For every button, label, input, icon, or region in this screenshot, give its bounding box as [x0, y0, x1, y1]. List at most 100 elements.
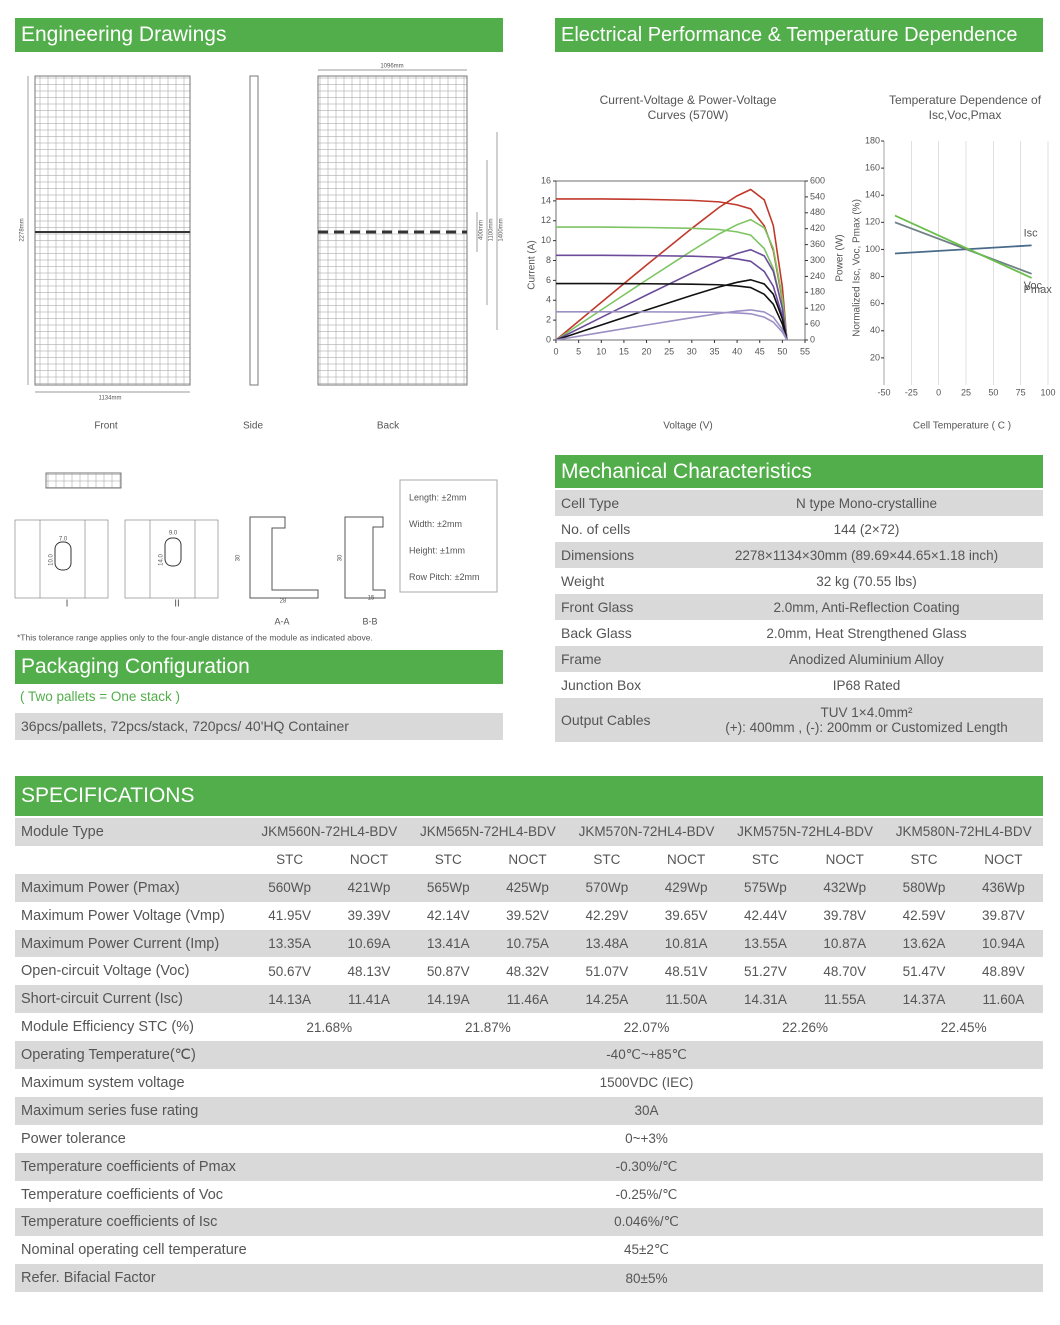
spec-value: 1500VDC (IEC) [599, 1075, 694, 1091]
spec-row: Power tolerance 0~+3% [15, 1125, 1043, 1153]
spec-label: Refer. Bifacial Factor [21, 1270, 156, 1287]
y2-tick-label: 180 [810, 287, 825, 297]
spec-value: 41.95V [268, 908, 312, 924]
spec-value: 21.87% [464, 1019, 511, 1035]
x-tick-label: 5 [576, 346, 581, 356]
spec-value: 11.50A [665, 991, 708, 1007]
mechanical-value: IP68 Rated [690, 672, 1043, 698]
y2-tick-label: 420 [810, 223, 825, 233]
y-tick-label: 180 [865, 135, 880, 145]
sub-header: NOCT [349, 852, 389, 868]
y-axis-title: Current (A) [527, 240, 538, 289]
spec-label: Maximum system voltage [21, 1074, 185, 1091]
dimension-label: 1096mm [380, 64, 403, 70]
spec-row: Short-circuit Current (Isc) 14.13A 11.41A 1… [15, 985, 1043, 1014]
view-label: Front [94, 421, 118, 432]
section-title: Packaging Configuration [15, 650, 503, 684]
spec-row: Module Type JKM560N-72HL4-BDV JKM565N-72HL… [15, 818, 1043, 846]
spec-label: Temperature coefficients of Voc [21, 1186, 224, 1203]
spec-value: 436Wp [981, 880, 1025, 896]
spec-row: Nominal operating cell temperature (NOCT… [15, 1236, 1043, 1264]
spec-value: 575Wp [744, 880, 787, 896]
x-tick-label: 50 [777, 346, 787, 356]
section-label: A-A [274, 616, 289, 626]
spec-value: 13.62A [902, 936, 946, 951]
sub-header: STC [593, 852, 621, 868]
power-curve [555, 188, 788, 341]
spec-row: Refer. Bifacial Factor 80±5% [15, 1264, 1043, 1293]
y2-tick-label: 60 [810, 318, 820, 328]
current-curve [556, 254, 788, 341]
spec-value: 50.67V [268, 963, 312, 979]
spec-value: 22.26% [782, 1019, 828, 1035]
spec-value: 14.13A [268, 991, 312, 1007]
model-name: JKM580N-72HL4-BDV [895, 824, 1032, 840]
mechanical-label: Dimensions [561, 547, 635, 563]
power-curve [555, 218, 788, 341]
dimension-label: 2278mm [20, 218, 26, 241]
mechanical-row: Junction Box IP68 Rated [555, 672, 1043, 698]
mechanical-row: Dimensions 2278×1134×30mm (89.69×44.65×1.… [555, 542, 1043, 568]
mechanical-label: Cell Type [561, 495, 620, 511]
y2-tick-label: 0 [810, 334, 815, 344]
x-tick-label: 100 [1040, 387, 1055, 397]
spec-row: Maximum system voltage 1500VDC (IEC) [15, 1069, 1043, 1097]
y-tick-label: 160 [865, 162, 880, 172]
power-curve [555, 309, 788, 341]
y2-axis-title: Power (W) [835, 234, 846, 281]
tolerance-box [399, 479, 498, 593]
mechanical-label: Back Glass [561, 625, 632, 641]
mechanical-value: 2278×1134×30mm (89.69×44.65×1.18 inch) [690, 542, 1043, 568]
spec-value: 432Wp [823, 880, 867, 896]
mechanical-row: No. of cells 144 (2×72) [555, 516, 1043, 542]
spec-value: 45±2℃ [623, 1242, 670, 1258]
section-title: Engineering Drawings [15, 18, 503, 52]
spec-value: 0~+3% [625, 1131, 668, 1147]
mechanical-row: Output Cables TUV 1×4.0mm² (+): 400mm , (-… [555, 698, 1043, 742]
spec-value: 11.55A [823, 991, 866, 1007]
detail-dim: 14.0 [159, 554, 165, 566]
temp-line [894, 244, 1032, 255]
profile-b [344, 516, 386, 599]
spec-value: 11.41A [348, 991, 390, 1007]
spec-value: 14.19A [426, 991, 470, 1007]
spec-value: 42.59V [902, 908, 946, 924]
spec-value: 22.07% [623, 1019, 670, 1035]
spec-row: Maximum Power Current (Imp) 13.35A 10.69A 1… [15, 929, 1043, 958]
mechanical-value-line: 32 kg (70.55 lbs) [816, 573, 917, 589]
spec-label: Maximum Power (Pmax) [21, 879, 180, 896]
y-tick-label: 12 [541, 215, 551, 225]
mechanical-row: Front Glass 2.0mm, Anti-Reflection Coatin… [555, 594, 1043, 620]
spec-label: Maximum series fuse rating [21, 1102, 199, 1119]
section-title: Mechanical Characteristics [555, 455, 1043, 488]
view-label: Back [377, 421, 400, 432]
sub-header: STC [434, 852, 462, 868]
detail-label: II [174, 599, 180, 610]
series-label: Voc [1024, 280, 1043, 292]
note: *This tolerance range applies only to th… [17, 632, 373, 642]
back-panel [317, 75, 468, 386]
spec-value: 39.52V [506, 908, 549, 924]
junction-box [45, 472, 122, 489]
mechanical-value-line: (+): 400mm , (-): 200mm or Customized Le… [725, 720, 1008, 735]
mechanical-label: Frame [561, 651, 602, 667]
mechanical-value-line: 144 (2×72) [833, 521, 900, 537]
current-curve [556, 310, 788, 341]
y-tick-label: 4 [546, 295, 551, 305]
y-tick-label: 0 [546, 334, 551, 344]
x-tick-label: 0 [936, 387, 941, 397]
packaging-subtitle: ( Two pallets = One stack ) [20, 689, 180, 704]
spec-row: Temperature coefficients of Pmax -0.30%/℃ [15, 1152, 1043, 1181]
spec-value: 14.31A [744, 991, 787, 1007]
mechanical-table: Cell Type N type Mono-crystalline No. of c… [555, 490, 1043, 742]
y2-tick-label: 120 [810, 303, 825, 313]
y-tick-label: 16 [541, 175, 551, 185]
spec-value: 570Wp [585, 880, 629, 896]
spec-value: 13.55A [744, 936, 787, 951]
y2-tick-label: 480 [810, 207, 825, 217]
detail-label: I [66, 599, 69, 610]
spec-value: -0.25%/℃ [615, 1186, 678, 1202]
spec-value: 48.89V [981, 963, 1025, 979]
y-tick-label: 8 [546, 255, 551, 265]
spec-value: 42.14V [426, 908, 470, 924]
